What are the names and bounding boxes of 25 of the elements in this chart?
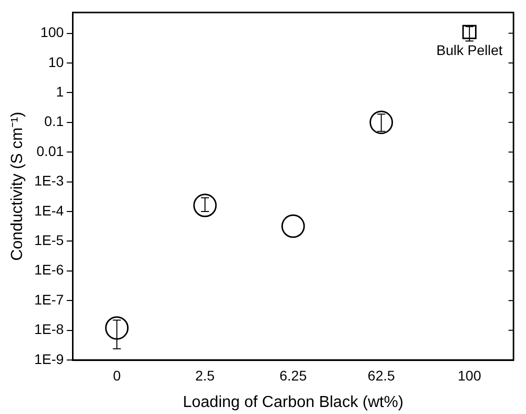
y-tick-label: 1E-6 <box>34 262 64 278</box>
point <box>281 214 305 238</box>
x-tick-label: 62.5 <box>368 367 396 384</box>
y-tick-label: 0.01 <box>36 142 64 159</box>
y-tick-label: 10 <box>48 54 64 70</box>
point <box>370 110 394 134</box>
annotation: Bulk Pellet <box>436 42 503 58</box>
y-tick-label: 1E-7 <box>34 291 64 308</box>
y-tick-label: 1E-9 <box>34 350 64 367</box>
x-tick-label: 2.5 <box>195 367 215 384</box>
x-tick-label: 0 <box>112 367 121 384</box>
point <box>105 316 129 340</box>
y-tick-label: 1E-4 <box>34 202 64 218</box>
x-tick-label: 6.25 <box>280 367 307 384</box>
point <box>193 194 217 218</box>
y-tick-label: 1E-8 <box>34 321 64 338</box>
y-tick-label: 1 <box>56 84 64 100</box>
y-axis-title: Conductivity (S cm⁻¹) <box>9 112 26 261</box>
y-tick-label: 100 <box>40 24 64 40</box>
y-tick-label: 1E-5 <box>34 232 64 248</box>
x-tick-label: 100 <box>458 367 482 384</box>
point <box>462 24 477 40</box>
x-axis-title: Loading of Carbon Black (wt%) <box>182 394 404 411</box>
y-tick-label: 0.1 <box>44 113 64 130</box>
y-tick-label: 1E-3 <box>34 172 64 189</box>
